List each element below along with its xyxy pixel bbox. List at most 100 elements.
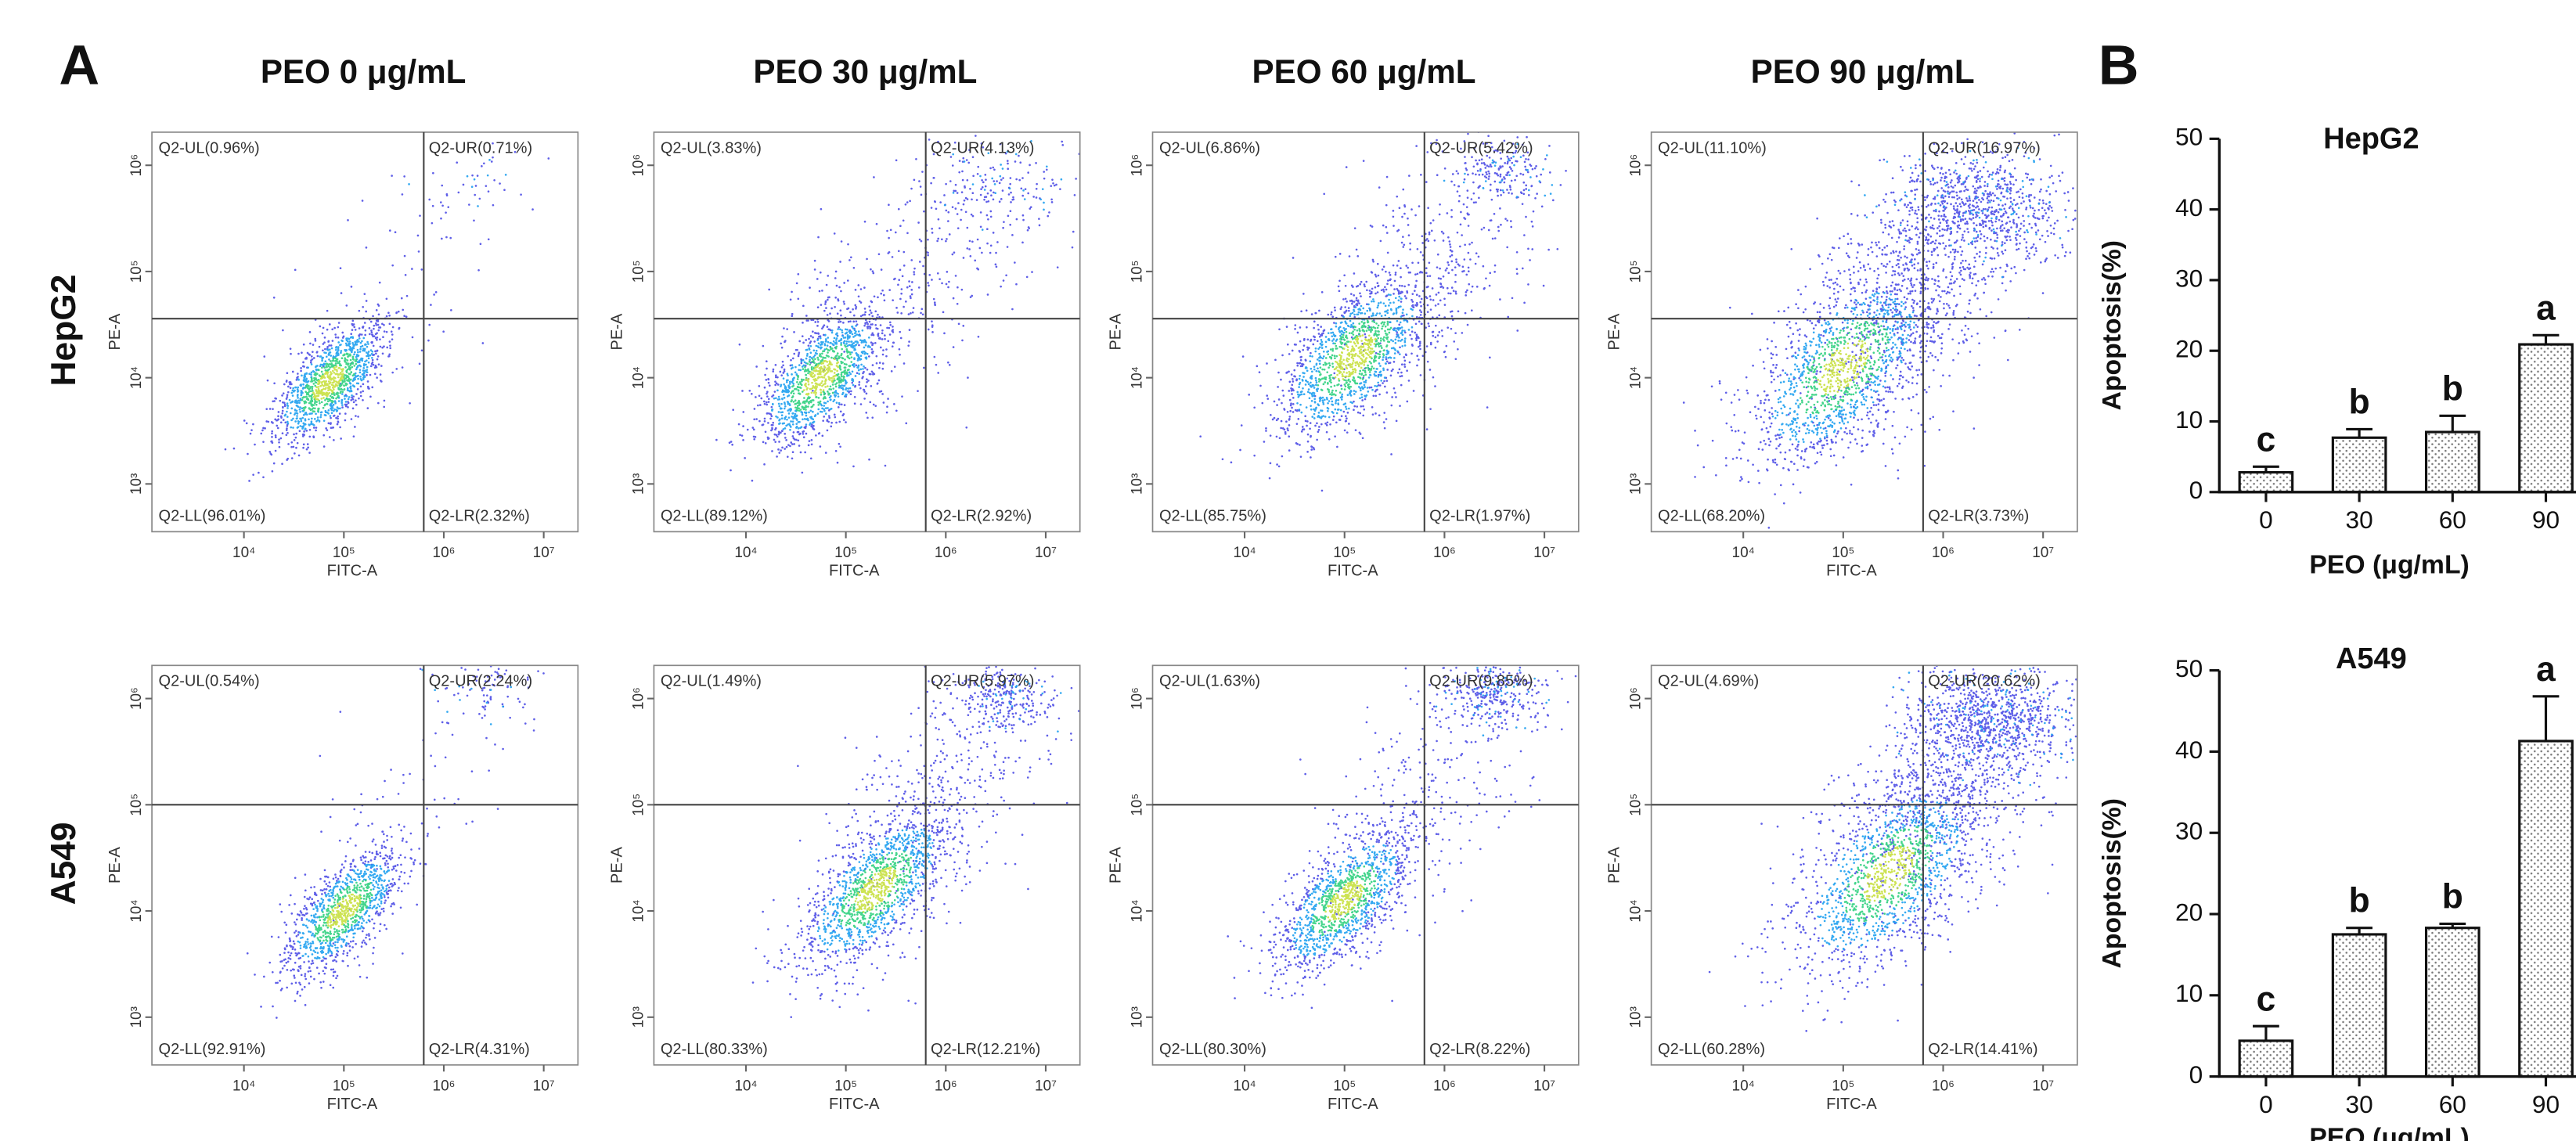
y-tick-label: 10 (2175, 979, 2203, 1007)
bar (2238, 1039, 2294, 1078)
y-tick-label: 30 (2175, 264, 2203, 292)
flow-panel: Q2-UL(6.86%) Q2-UR(5.42%) Q2-LL(85.75%) Q2-… (1107, 131, 1580, 579)
x-tick-label: 10⁴ (734, 545, 757, 561)
x-tick-label: 10⁴ (734, 1078, 757, 1094)
bar (2331, 436, 2387, 494)
y-tick-label: 10⁶ (1129, 687, 1146, 710)
chart-title: A549 (2336, 642, 2407, 675)
quadrant-label: Q2-LR(12.21%) (931, 1041, 1040, 1058)
bar (2424, 430, 2481, 494)
event-dots (1311, 865, 1378, 937)
quadrant-label: Q2-UL(1.63%) (1159, 673, 1260, 690)
y-tick-label: 10⁵ (630, 794, 647, 816)
event-dots (224, 142, 550, 482)
x-tick-label: 10⁷ (1035, 545, 1057, 561)
flow-panel: Q2-UL(0.54%) Q2-UR(2.24%) Q2-LL(92.91%) Q2-… (106, 664, 579, 1113)
event-dots (1864, 845, 1915, 902)
y-axis-label: Apoptosis(%) (2097, 240, 2127, 410)
x-tick-label: 10⁶ (1433, 1078, 1456, 1094)
column-title: PEO 30 μg/mL (753, 53, 977, 90)
event-dots (816, 679, 1062, 952)
y-tick-label: 10⁵ (630, 260, 647, 283)
event-dots (1199, 131, 1567, 492)
x-axis-label: FITC-A (1826, 562, 1877, 579)
plot-frame (151, 664, 579, 1066)
row-label: HepG2 (45, 275, 83, 387)
event-dots (283, 159, 507, 430)
event-dots (297, 668, 513, 960)
quadrant-label: Q2-UR(16.97%) (1928, 139, 2041, 157)
y-tick-label: 10³ (630, 473, 647, 495)
y-tick-label: 10 (2175, 405, 2203, 434)
flow-panel: Q2-UL(4.69%) Q2-UR(20.62%) Q2-LL(60.28%) Q2… (1606, 664, 2078, 1113)
bar (2518, 740, 2574, 1078)
event-dots (326, 893, 362, 929)
bar (2238, 470, 2294, 494)
y-tick-label: 10³ (1628, 473, 1645, 495)
quadrant-label: Q2-UR(20.62%) (1928, 673, 2041, 690)
y-tick-label: 0 (2189, 1060, 2203, 1089)
x-tick-label: 10⁵ (834, 545, 857, 561)
flow-panel: Q2-UL(1.63%) Q2-UR(9.85%) Q2-LL(80.30%) Q2-… (1107, 664, 1580, 1113)
x-tick-label: 60 (2439, 506, 2466, 534)
quadrant-label: Q2-UL(0.96%) (159, 139, 260, 157)
x-tick-label: 10⁶ (433, 545, 456, 561)
quadrant-label: Q2-LL(60.28%) (1658, 1041, 1765, 1058)
quadrant-label: Q2-UR(5.42%) (1429, 139, 1533, 157)
plot-frame (1650, 664, 2078, 1066)
quadrant-label: Q2-LR(8.22%) (1429, 1041, 1530, 1058)
y-tick-label: 10⁴ (1129, 899, 1146, 922)
flow-panel: Q2-UL(3.83%) Q2-UR(4.13%) Q2-LL(89.12%) Q2-… (608, 131, 1081, 579)
quadrant-label: Q2-LL(92.91%) (159, 1041, 266, 1058)
quadrant-label: Q2-UL(6.86%) (1159, 139, 1260, 157)
quadrant-label: Q2-LL(68.20%) (1658, 508, 1765, 525)
y-tick-label: 10⁴ (1628, 366, 1645, 389)
event-dots (312, 365, 344, 401)
x-tick-label: 10⁵ (1333, 545, 1356, 561)
plot-frame (653, 131, 1081, 533)
y-tick-label: 10³ (630, 1006, 647, 1028)
quadrant-label: Q2-UL(0.54%) (159, 673, 260, 690)
y-tick-label: 10⁵ (128, 260, 145, 283)
event-dots (1843, 826, 1933, 923)
y-axis-label: PE-A (1606, 313, 1623, 350)
x-axis-label: FITC-A (1328, 1096, 1378, 1113)
y-axis-label: PE-A (106, 313, 124, 350)
bar (2518, 343, 2574, 494)
quadrant-label: Q2-LL(89.12%) (661, 508, 768, 525)
column-title: PEO 90 μg/mL (1751, 53, 1975, 90)
y-tick-label: 40 (2175, 193, 2203, 221)
y-tick-label: 10³ (128, 473, 145, 495)
error-bar (2439, 922, 2466, 928)
event-dots (246, 665, 545, 1019)
significance-letter: b (2442, 878, 2463, 916)
significance-letter: c (2257, 980, 2276, 1018)
event-dots (1296, 142, 1554, 419)
x-tick-label: 0 (2259, 506, 2273, 534)
x-tick-label: 90 (2532, 506, 2560, 534)
y-tick-label: 30 (2175, 817, 2203, 845)
quadrant-label: Q2-LR(3.73%) (1928, 508, 2029, 525)
quadrant-label: Q2-UL(1.49%) (661, 673, 762, 690)
y-axis-label: Apoptosis(%) (2097, 798, 2127, 968)
x-tick-label: 10⁵ (333, 1078, 355, 1094)
x-tick-label: 10⁶ (935, 545, 957, 561)
column-title: PEO 60 μg/mL (1252, 53, 1476, 90)
y-tick-label: 10⁴ (1129, 366, 1146, 389)
x-tick-label: 10⁴ (232, 545, 255, 561)
x-tick-label: 10⁵ (834, 1078, 857, 1094)
event-dots (838, 850, 913, 928)
x-tick-label: 10⁶ (433, 1078, 456, 1094)
x-tick-label: 10⁴ (1732, 545, 1755, 561)
x-tick-label: 30 (2346, 506, 2373, 534)
error-bar (2346, 927, 2372, 934)
y-tick-label: 10⁶ (1628, 154, 1645, 177)
quadrant-label: Q2-LL(96.01%) (159, 508, 266, 525)
y-tick-label: 10⁴ (1628, 899, 1645, 922)
x-tick-label: 10⁷ (1533, 1078, 1555, 1094)
event-dots (770, 139, 1063, 431)
y-tick-label: 10³ (128, 1006, 145, 1028)
quadrant-label: Q2-UR(2.24%) (429, 673, 532, 690)
